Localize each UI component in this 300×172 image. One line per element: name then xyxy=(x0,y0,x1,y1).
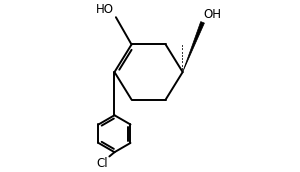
Text: OH: OH xyxy=(204,8,222,21)
Polygon shape xyxy=(183,22,204,72)
Text: HO: HO xyxy=(96,3,114,16)
Text: Cl: Cl xyxy=(97,157,108,170)
